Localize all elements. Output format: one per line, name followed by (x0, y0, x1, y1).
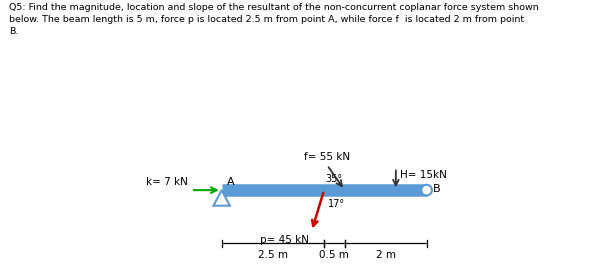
Text: p= 45 kN: p= 45 kN (261, 234, 310, 245)
Circle shape (421, 185, 432, 195)
Text: 0.5 m: 0.5 m (319, 250, 349, 259)
Text: f= 55 kN: f= 55 kN (304, 152, 350, 162)
Text: 35°: 35° (325, 174, 342, 184)
Text: H= 15kN: H= 15kN (400, 170, 447, 180)
Polygon shape (213, 190, 230, 206)
Text: k= 7 kN: k= 7 kN (146, 177, 188, 187)
Text: B: B (433, 184, 441, 194)
Text: 2.5 m: 2.5 m (258, 250, 288, 259)
Text: 17°: 17° (328, 199, 345, 209)
Text: 2 m: 2 m (376, 250, 396, 259)
Text: A: A (227, 177, 235, 187)
Text: Q5: Find the magnitude, location and slope of the resultant of the non-concurren: Q5: Find the magnitude, location and slo… (9, 3, 539, 36)
